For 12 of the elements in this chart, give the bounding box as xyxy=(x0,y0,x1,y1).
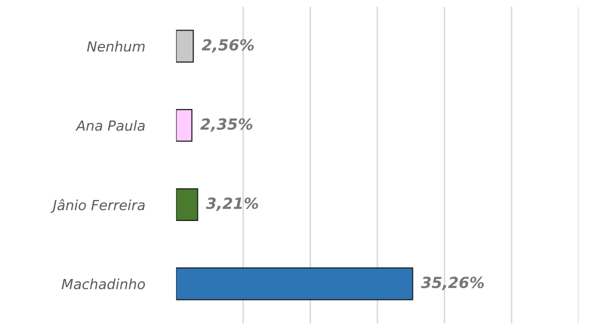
data-label: 2,56% xyxy=(202,39,254,53)
data-label: 35,26% xyxy=(420,276,484,290)
y-tick-label: Jânio Ferreira xyxy=(50,198,145,213)
y-tick-label: Ana Paula xyxy=(76,120,145,131)
bar xyxy=(176,109,192,142)
bar xyxy=(176,30,194,63)
data-label: 3,21% xyxy=(206,197,258,211)
bar xyxy=(176,267,414,300)
y-tick-label: Nenhum xyxy=(87,40,145,52)
y-tick-label: Machadinho xyxy=(62,278,145,290)
data-label: 2,35% xyxy=(200,118,252,132)
bar xyxy=(176,188,198,221)
